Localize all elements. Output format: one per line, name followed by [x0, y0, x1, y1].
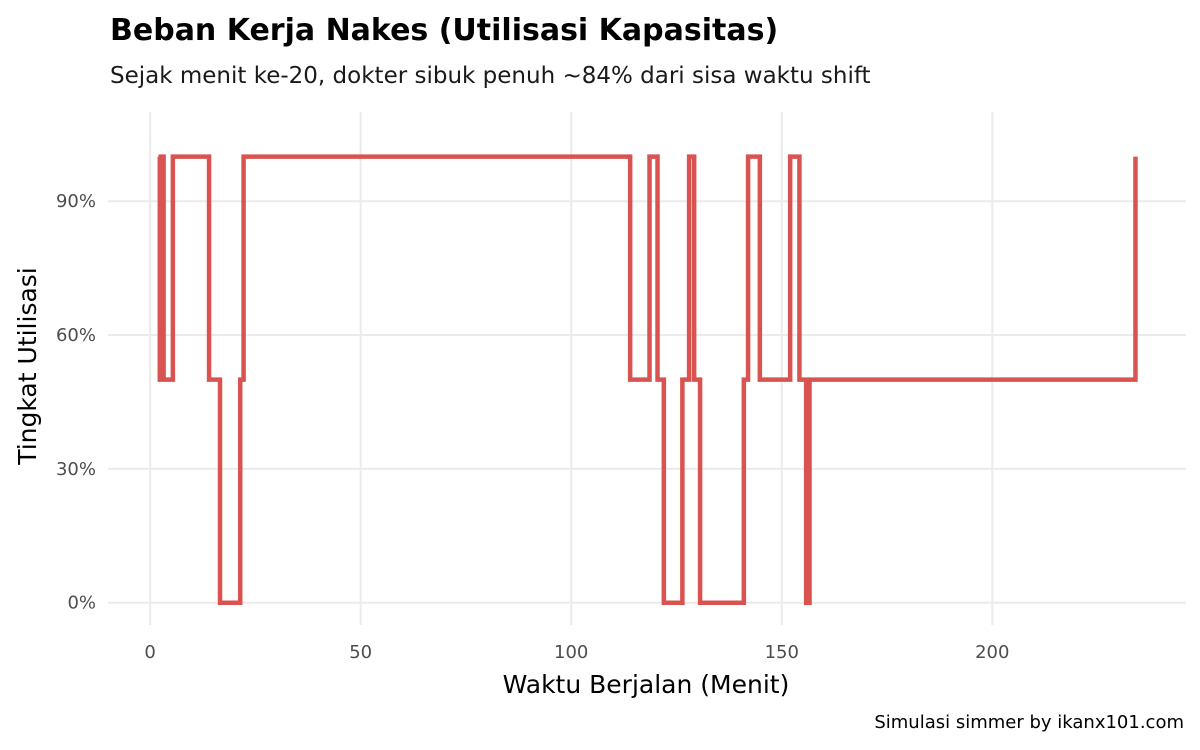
utilization-series-line: [157, 154, 1138, 605]
y-axis-title: Tingkat Utilisasi: [13, 267, 42, 466]
series-layer: [157, 154, 1138, 605]
tick-labels: 0 50 100 150 200 0% 30% 60% 90%: [56, 191, 1009, 663]
x-tick-label: 200: [975, 642, 1009, 663]
x-tick-label: 0: [144, 642, 155, 663]
x-axis-title: Waktu Berjalan (Menit): [503, 670, 790, 699]
y-tick-label: 30%: [56, 459, 96, 480]
chart-title: Beban Kerja Nakes (Utilisasi Kapasitas): [110, 13, 778, 48]
y-tick-label: 90%: [56, 191, 96, 212]
chart-caption: Simulasi simmer by ikanx101.com: [874, 712, 1184, 733]
chart-subtitle: Sejak menit ke-20, dokter sibuk penuh ~8…: [110, 63, 871, 89]
y-tick-label: 60%: [56, 325, 96, 346]
x-tick-label: 100: [554, 642, 588, 663]
y-tick-label: 0%: [67, 593, 96, 614]
x-tick-label: 50: [349, 642, 372, 663]
gridlines: [108, 112, 1186, 625]
x-tick-label: 150: [765, 642, 799, 663]
